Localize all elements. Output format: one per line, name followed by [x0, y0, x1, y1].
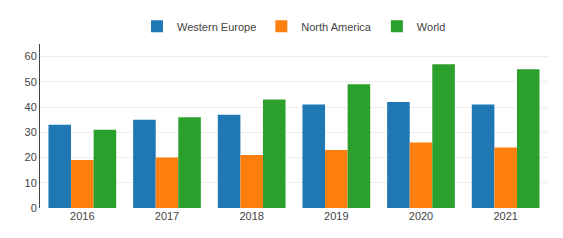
- svg-text:World: World: [417, 21, 446, 33]
- svg-text:60: 60: [25, 50, 37, 62]
- svg-text:2018: 2018: [239, 210, 263, 222]
- svg-text:40: 40: [25, 101, 37, 113]
- svg-text:2017: 2017: [155, 210, 179, 222]
- svg-text:50: 50: [25, 76, 37, 88]
- svg-text:20: 20: [25, 151, 37, 163]
- svg-text:0: 0: [31, 202, 37, 214]
- svg-text:2016: 2016: [70, 210, 94, 222]
- svg-text:2021: 2021: [493, 210, 517, 222]
- svg-text:North America: North America: [301, 21, 372, 33]
- svg-text:Western Europe: Western Europe: [177, 21, 256, 33]
- svg-text:10: 10: [25, 177, 37, 189]
- svg-text:30: 30: [25, 126, 37, 138]
- svg-text:2020: 2020: [409, 210, 433, 222]
- svg-text:2019: 2019: [324, 210, 348, 222]
